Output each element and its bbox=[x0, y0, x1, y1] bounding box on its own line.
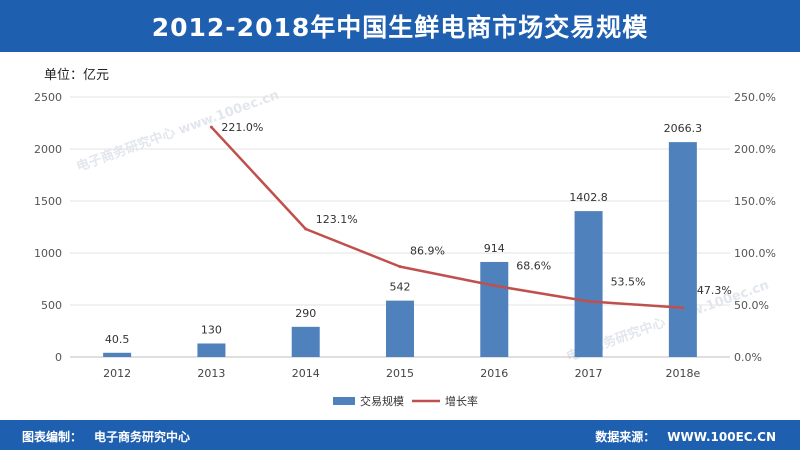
x-tick-label: 2015 bbox=[386, 367, 414, 380]
bar-value-label: 130 bbox=[201, 323, 222, 336]
chart: 0 500 1000 1500 2000 2500 0.0% 50.0% 100.0% 150.0… bbox=[34, 91, 776, 408]
growth-value-label: 86.9% bbox=[410, 245, 445, 258]
footer-left: 图表编制： 电子商务研究中心 bbox=[22, 428, 190, 445]
unit-label: 单位：亿元 bbox=[44, 68, 110, 83]
legend-label-line: 增长率 bbox=[445, 394, 478, 408]
x-tick-label: 2016 bbox=[480, 367, 508, 380]
growth-point bbox=[304, 227, 308, 231]
growth-value-label: 53.5% bbox=[611, 275, 646, 288]
growth-value-label: 221.0% bbox=[221, 121, 263, 134]
y-right-tick-label: 0.0% bbox=[734, 351, 762, 364]
y-left-tick-label: 1000 bbox=[34, 247, 62, 260]
growth-line bbox=[210, 126, 683, 310]
bar-value-label: 914 bbox=[484, 242, 505, 255]
growth-value-label: 123.1% bbox=[316, 213, 358, 226]
growth-point bbox=[492, 284, 496, 288]
footer-bar: 图表编制： 电子商务研究中心 数据来源： WWW.100EC.CN bbox=[0, 420, 800, 450]
bar bbox=[103, 352, 132, 357]
y-right-tick-label: 200.0% bbox=[734, 143, 776, 156]
y-left-tick-label: 2000 bbox=[34, 143, 62, 156]
growth-value-label: 68.6% bbox=[516, 260, 551, 273]
bar bbox=[668, 142, 697, 357]
source-label: 数据来源： bbox=[595, 430, 656, 444]
bar-value-label: 2066.3 bbox=[664, 122, 703, 135]
bar bbox=[386, 300, 414, 357]
x-tick-label: 2014 bbox=[292, 367, 320, 380]
growth-point bbox=[587, 299, 591, 303]
bar-value-label: 1402.8 bbox=[569, 191, 608, 204]
bar bbox=[574, 211, 603, 357]
y-left-tick-label: 500 bbox=[41, 299, 62, 312]
compiler-value: 电子商务研究中心 bbox=[94, 430, 191, 444]
bar bbox=[480, 261, 509, 357]
growth-value-label: 47.3% bbox=[697, 284, 732, 297]
growth-point bbox=[209, 125, 213, 129]
y-right-tick-label: 250.0% bbox=[734, 91, 776, 104]
compiler-label: 图表编制： bbox=[22, 430, 83, 444]
y-right-tick-label: 150.0% bbox=[734, 195, 776, 208]
bar bbox=[291, 326, 320, 357]
page-title: 2012-2018年中国生鲜电商市场交易规模 bbox=[151, 13, 649, 42]
legend-swatch-bar bbox=[333, 397, 355, 405]
y-left-tick-label: 2500 bbox=[34, 91, 62, 104]
bar-value-label: 40.5 bbox=[105, 333, 130, 346]
bar-value-label: 290 bbox=[295, 307, 316, 320]
x-tick-label: 2012 bbox=[103, 367, 131, 380]
y-right-tick-label: 50.0% bbox=[734, 299, 769, 312]
y-left-tick-label: 0 bbox=[55, 351, 62, 364]
bar bbox=[197, 343, 226, 357]
y-right-tick-label: 100.0% bbox=[734, 247, 776, 260]
footer-right: 数据来源： WWW.100EC.CN bbox=[595, 428, 776, 445]
growth-point bbox=[398, 265, 402, 269]
bar-value-label: 542 bbox=[390, 281, 411, 294]
y-left-tick-label: 1500 bbox=[34, 195, 62, 208]
x-tick-label: 2013 bbox=[197, 367, 225, 380]
growth-point bbox=[681, 306, 685, 310]
source-value: WWW.100EC.CN bbox=[667, 430, 776, 444]
x-tick-label: 2017 bbox=[575, 367, 603, 380]
x-tick-label: 2018e bbox=[665, 367, 700, 380]
header-bar: 2012-2018年中国生鲜电商市场交易规模 bbox=[0, 0, 800, 52]
legend-label-bar: 交易规模 bbox=[360, 394, 404, 408]
